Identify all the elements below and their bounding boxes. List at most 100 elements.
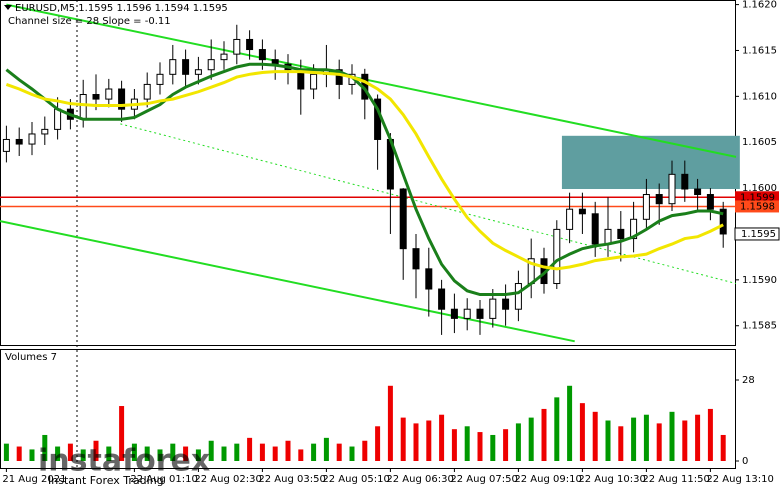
volume-bar <box>490 434 496 461</box>
candle-body <box>207 59 215 71</box>
candle-body <box>668 173 676 205</box>
candle-body <box>476 308 484 319</box>
volume-bar <box>707 408 713 461</box>
x-tick-label: 22 Aug 06:30 <box>386 474 453 485</box>
volume-bar <box>400 417 406 461</box>
y-tick-label: 0 <box>742 456 748 467</box>
volume-bar <box>618 426 624 461</box>
candle-body <box>438 288 446 310</box>
candle-body <box>54 108 62 130</box>
level-label-box <box>735 191 779 204</box>
volume-bar <box>55 446 61 461</box>
zone <box>561 135 740 190</box>
volume-bar <box>464 426 470 461</box>
volume-bar <box>67 443 73 461</box>
candle-body <box>514 283 522 310</box>
volume-title: Volumes 7 <box>5 352 57 363</box>
volume-bar <box>528 417 534 461</box>
y-tick-label: 1.1605 <box>742 137 777 148</box>
candle-body <box>642 194 650 220</box>
symbol-icon <box>4 5 12 10</box>
volume-bar <box>503 429 509 461</box>
volume-bar <box>80 449 86 461</box>
candle-body <box>399 188 407 250</box>
y-tick-label: 1.1600 <box>742 183 777 194</box>
volume-bar <box>93 440 99 461</box>
x-tick-label: 22 Aug 07:50 <box>450 474 517 485</box>
volume-bar <box>656 423 662 461</box>
volume-bar <box>375 426 381 461</box>
volume-bar <box>323 437 329 461</box>
x-tick-label: 22 Aug 02:30 <box>194 474 261 485</box>
volume-bar <box>682 420 688 461</box>
volume-bar <box>311 443 317 461</box>
volume-bar <box>643 414 649 461</box>
candle-body <box>591 213 599 245</box>
candle-body <box>92 94 100 100</box>
last-price-box <box>734 227 780 241</box>
volume-bar <box>247 437 253 461</box>
volume-bar <box>221 446 227 461</box>
volume-bar <box>29 449 35 461</box>
volume-bar <box>695 414 701 461</box>
candle-body <box>425 268 433 290</box>
volume-bar <box>285 440 291 461</box>
candle-body <box>694 188 702 196</box>
moving-average <box>5 70 724 271</box>
volume-bar <box>362 440 368 461</box>
candle-body <box>655 194 663 205</box>
volume-bar <box>567 385 573 461</box>
volume-bar <box>131 443 137 461</box>
volume-bar <box>195 449 201 461</box>
volume-bar <box>720 434 726 461</box>
y-tick-label: 1.1610 <box>742 91 777 102</box>
volume-bar <box>119 406 125 461</box>
volume-bar <box>592 411 598 461</box>
y-tick-label: 1.1620 <box>742 0 777 11</box>
x-tick-label: 22 Aug 11:50 <box>642 474 709 485</box>
channel-line <box>6 3 737 158</box>
candle-body <box>681 173 689 190</box>
candle-body <box>412 248 420 270</box>
last-price-label: 1.1595 <box>741 229 776 240</box>
candle-body <box>169 59 177 75</box>
x-tick-label: 22 Aug 05:10 <box>322 474 389 485</box>
y-tick-label: 28 <box>742 375 755 386</box>
volume-bar <box>208 440 214 461</box>
candle-body <box>258 49 266 61</box>
candle-body <box>233 38 241 55</box>
volume-bar <box>170 443 176 461</box>
volume-bar <box>336 443 342 461</box>
volume-bar <box>42 434 48 461</box>
volume-bar <box>157 449 163 461</box>
candle-body <box>578 208 586 215</box>
candle-body <box>220 53 228 61</box>
candle-body <box>246 38 254 51</box>
candle-body <box>489 298 497 319</box>
volume-bar <box>426 420 432 461</box>
candle-body <box>156 73 164 85</box>
candle-body <box>566 208 574 230</box>
candle-body <box>502 298 510 310</box>
volume-bar <box>144 446 150 461</box>
volume-bar <box>439 414 445 461</box>
candle-body <box>335 69 343 85</box>
level-label-box <box>735 200 779 213</box>
candle-body <box>719 208 727 235</box>
volume-bar <box>349 446 355 461</box>
candle-body <box>15 138 23 145</box>
x-tick-label: 22 Aug 03:50 <box>258 474 325 485</box>
volume-bar <box>298 449 304 461</box>
x-tick-label: 22 Aug 01:10 <box>130 474 197 485</box>
y-tick-label: 1.1585 <box>742 321 777 332</box>
x-tick-label: 21 Aug 2021 <box>2 474 66 485</box>
candle-body <box>604 228 612 245</box>
volume-bar <box>477 432 483 461</box>
x-tick-label: 22 Aug 10:30 <box>578 474 645 485</box>
candle-body <box>310 73 318 90</box>
volume-bar <box>272 446 278 461</box>
level-label: 1.1599 <box>740 192 775 203</box>
watermark-tagline: Instant Forex Trading <box>48 474 164 487</box>
volume-bar <box>669 411 675 461</box>
